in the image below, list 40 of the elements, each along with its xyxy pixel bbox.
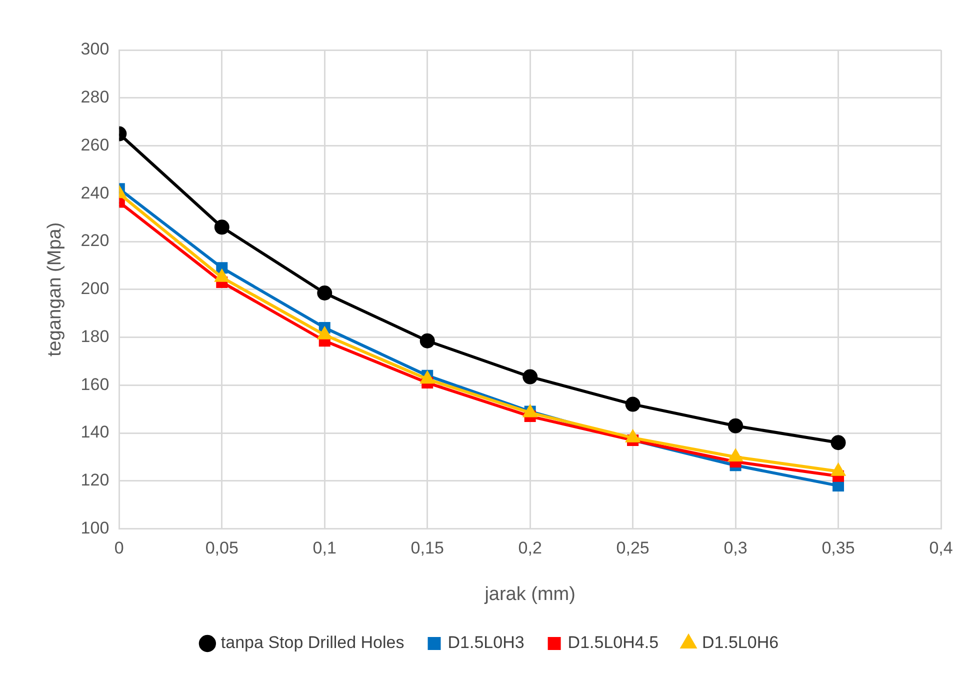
point (215, 270, 229, 282)
legend-label: D1.5L0H3 (448, 633, 524, 652)
point (420, 333, 435, 348)
point (832, 464, 845, 476)
point (728, 449, 742, 462)
x-tick-label: 0,25 (616, 538, 650, 558)
legend-label: D1.5L0H4.5 (568, 633, 659, 652)
point (728, 418, 744, 434)
point (420, 372, 434, 384)
y-tick-label: 140 (80, 422, 110, 442)
point (318, 327, 332, 340)
y-tick-label: 220 (80, 231, 110, 250)
y-tick-label: 160 (80, 374, 110, 394)
legend-label: tanpa Stop Drilled Holes (220, 633, 404, 652)
x-tick-label: 0,4 (929, 538, 953, 558)
x-axis-title: jarak (mm) (484, 584, 576, 605)
x-tick-label: 0,3 (724, 538, 748, 558)
point (522, 369, 538, 384)
y-tick-label: 200 (80, 279, 110, 298)
legend-label: D1.5L0H6 (702, 633, 779, 652)
x-tick-label: 0,1 (312, 538, 336, 558)
y-tick-label: 300 (80, 40, 110, 59)
point (216, 262, 228, 274)
point (317, 285, 332, 300)
x-tick-label: 0,2 (518, 538, 542, 558)
x-tick-label: 0,35 (822, 538, 855, 558)
point (625, 396, 640, 412)
point (214, 220, 230, 235)
y-tick-label: 100 (80, 518, 110, 538)
y-axis-title: tegangan (Mpa) (44, 222, 66, 356)
y-tick-label: 240 (80, 183, 110, 202)
y-tick-label: 180 (80, 326, 110, 346)
x-tick-label: 0,05 (205, 538, 238, 558)
y-tick-label: 280 (80, 88, 110, 107)
y-tick-label: 260 (80, 135, 110, 154)
x-tick-label: 0 (114, 538, 124, 558)
point (626, 430, 640, 442)
x-tick-label: 0,15 (410, 538, 444, 558)
y-tick-label: 120 (80, 470, 110, 490)
point (830, 435, 846, 450)
